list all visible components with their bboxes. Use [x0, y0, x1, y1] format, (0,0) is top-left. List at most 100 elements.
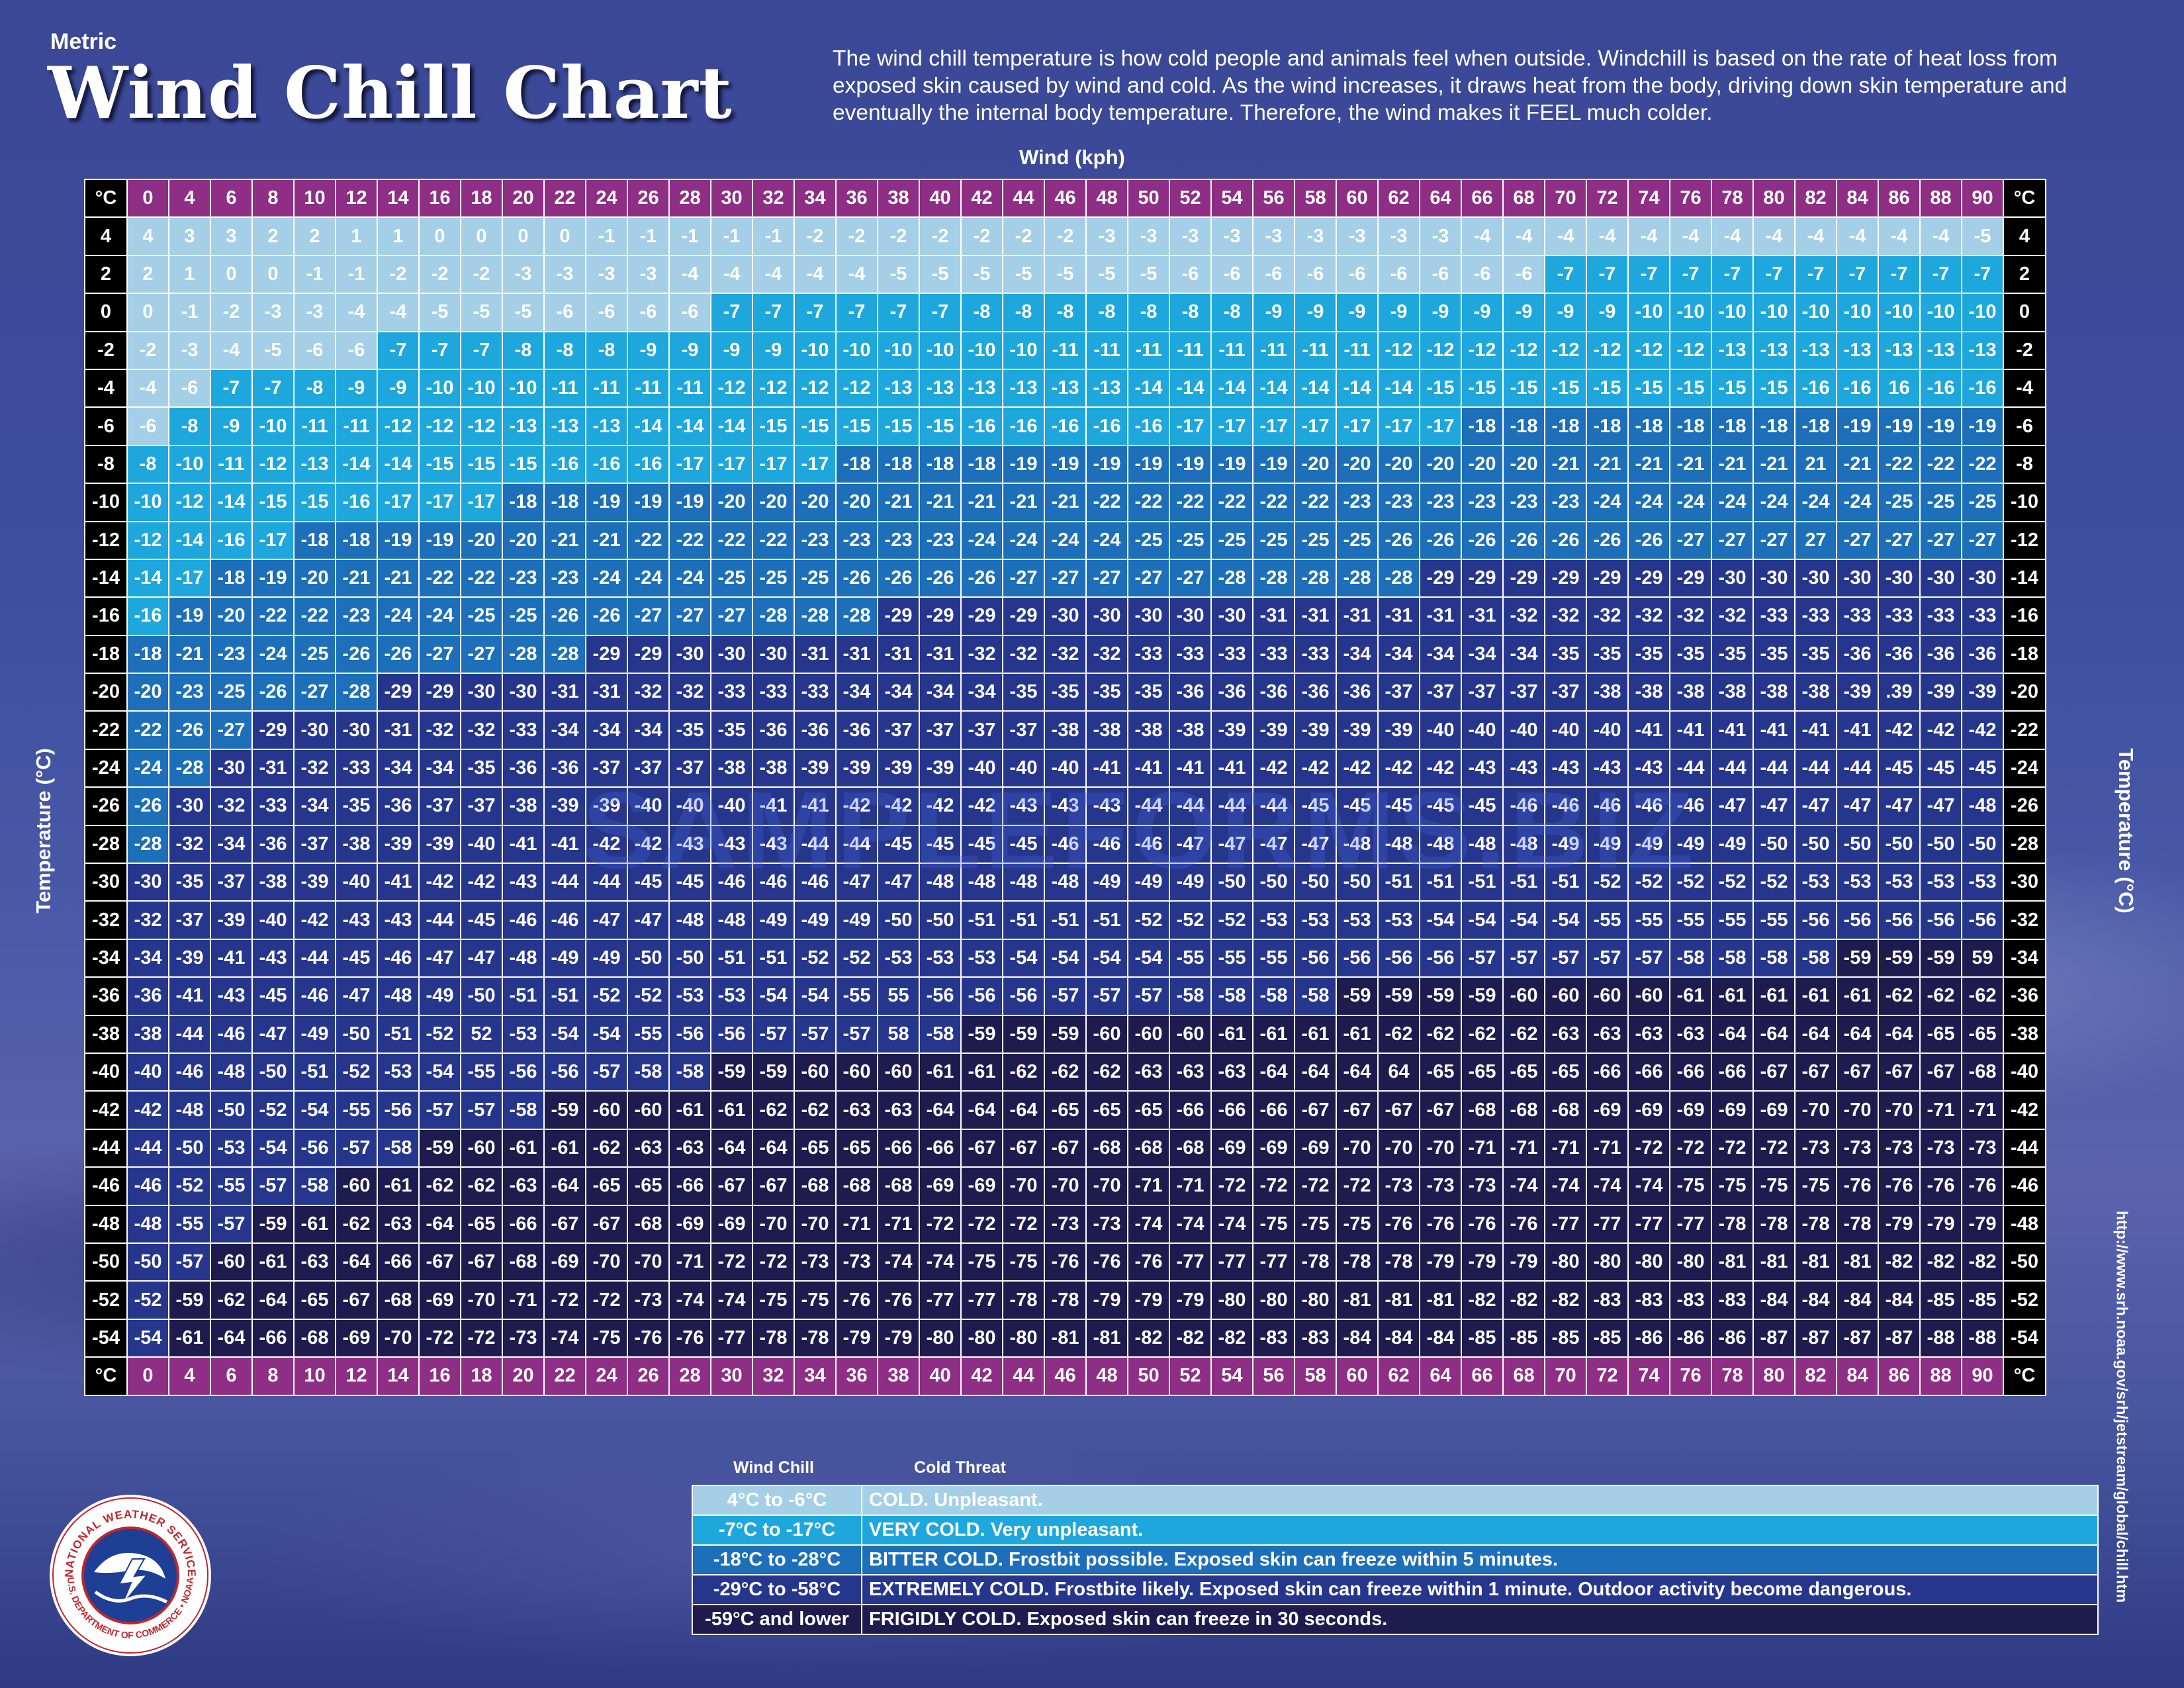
wind-chill-cell: -82	[1961, 1242, 2004, 1282]
wind-chill-cell: -78	[1002, 1280, 1045, 1320]
wind-chill-cell: -80	[919, 1318, 962, 1358]
wind-chill-cell: -57	[1085, 976, 1128, 1016]
wind-chill-cell: -51	[543, 976, 586, 1016]
wind-chill-cell: -38	[251, 863, 295, 902]
wind-chill-cell: -42	[460, 863, 503, 902]
wind-chill-cell: -13	[1044, 368, 1087, 408]
wind-chill-cell: -73	[1794, 1128, 1837, 1168]
wind-chill-cell: -35	[1794, 634, 1837, 675]
wind-chill-cell: -33	[1961, 596, 2004, 636]
wind-chill-cell: -59	[1878, 938, 1921, 978]
wind-chill-cell: -11	[668, 368, 711, 408]
wind-chill-cell: -72	[1294, 1166, 1337, 1206]
wind-chill-cell: -24	[1669, 483, 1712, 522]
wind-chill-cell: -60	[585, 1090, 628, 1130]
wind-chill-cell: -13	[585, 406, 628, 446]
wind-chill-cell: -11	[585, 368, 628, 408]
table-row: -44 -44 -50 -53 -54 -56 -57 -58 -59 -60 -61 -61 -62-…	[84, 1128, 2046, 1168]
wind-chill-cell: -26	[1502, 520, 1545, 560]
wind-chill-cell: -63	[668, 1128, 711, 1168]
wind-chill-cell: -54	[1461, 900, 1504, 940]
wind-chill-cell: -36	[1336, 673, 1379, 712]
wind-chill-cell: -43	[752, 824, 795, 865]
wind-chill-cell: -8	[1085, 293, 1128, 332]
wind-header-cell: 68	[1502, 1356, 1545, 1396]
wind-header-cell: 0	[126, 178, 169, 218]
wind-chill-cell: -12	[794, 368, 837, 408]
wind-chill-cell: -60	[460, 1128, 503, 1168]
wind-chill-cell: -23	[1461, 483, 1504, 522]
wind-chill-cell: -38	[1752, 673, 1796, 712]
table-row: -52 -52 -59 -62 -64 -65 -67 -68 -69 -70 -71 -72 -72-…	[84, 1280, 2046, 1320]
wind-chill-cell: -42	[126, 1090, 169, 1130]
wind-chill-cell: -26	[1377, 520, 1420, 560]
table-row: -42 -42 -48 -50 -52 -54 -55 -56 -57 -57 -58 -59 -60-…	[84, 1090, 2046, 1130]
wind-chill-cell: -56	[377, 1090, 420, 1130]
metric-label: Metric	[50, 29, 117, 54]
wind-chill-cell: -59	[1002, 1014, 1045, 1054]
wind-chill-cell: -27	[1711, 520, 1754, 560]
wind-chill-cell: -56	[1836, 900, 1879, 940]
wind-chill-cell: -61	[1711, 976, 1754, 1016]
wind-chill-cell: -31	[1377, 596, 1420, 636]
wind-chill-cell: -57	[335, 1128, 378, 1168]
wind-chill-cell: -76	[835, 1280, 878, 1320]
wind-chill-cell: -31	[1461, 596, 1504, 636]
wind-chill-cell: -42	[418, 863, 461, 902]
wind-chill-cell: -22	[1252, 483, 1295, 522]
wind-chill-cell: -39	[1252, 710, 1295, 750]
wind-chill-cell: -10	[1669, 293, 1712, 332]
wind-chill-cell: -6	[668, 293, 711, 332]
wind-chill-cell: -20	[1336, 444, 1379, 485]
wind-chill-cell: -79	[1919, 1204, 1962, 1244]
wind-chill-cell: -73	[627, 1280, 670, 1320]
table-row: -2 -2 -3 -4 -5 -6 -6 -7 -7 -7 -8 -8 -8 -9 -9 -9 -9 -10 -10…	[84, 330, 2046, 370]
wind-chill-cell: -76	[1419, 1204, 1462, 1244]
wind-chill-cell: -17	[710, 444, 753, 485]
wind-chill-cell: -38	[126, 1014, 169, 1054]
wind-chill-cell: -7	[1919, 254, 1962, 295]
wind-chill-cell: -68	[835, 1166, 878, 1206]
wind-chill-cell: -60	[1627, 976, 1670, 1016]
wind-chill-cell: -59	[168, 1280, 211, 1320]
wind-chill-cell: -37	[1419, 673, 1462, 712]
wind-chill-cell: -56	[1294, 938, 1337, 978]
wind-chill-cell: -2	[377, 254, 420, 295]
wind-chill-cell: -18	[1711, 406, 1754, 446]
wind-header-cell: 38	[877, 1356, 920, 1396]
legend-row: 4°C to -6°C COLD. Unpleasant.	[692, 1485, 2099, 1516]
wind-chill-cell: -15	[919, 406, 962, 446]
wind-chill-cell: -43	[1544, 748, 1587, 788]
wind-chill-cell: -66	[502, 1204, 545, 1244]
wind-chill-cell: -80	[1586, 1242, 1629, 1282]
wind-chill-cell: -48	[960, 863, 1003, 902]
wind-chill-cell: -12	[168, 483, 211, 522]
wind-chill-cell: -44	[1711, 748, 1754, 788]
wind-chill-cell: -36	[543, 748, 586, 788]
wind-chill-cell: -14	[668, 406, 711, 446]
wind-chill-cell: -47	[1711, 786, 1754, 826]
wind-chill-cell: -84	[1794, 1280, 1837, 1320]
wind-chill-cell: -58	[1210, 976, 1253, 1016]
wind-chill-cell: -27	[460, 634, 503, 675]
wind-header-cell: 24	[585, 178, 628, 218]
wind-chill-cell: -69	[335, 1318, 378, 1358]
wind-header-cell: 54	[1210, 178, 1253, 218]
wind-chill-cell: -74	[1544, 1166, 1587, 1206]
wind-chill-cell: -24	[960, 520, 1003, 560]
wind-chill-cell: -17	[794, 444, 837, 485]
wind-chill-cell: -54	[126, 1318, 169, 1358]
wind-chill-cell: -14	[1252, 368, 1295, 408]
wind-header-cell: 50	[1127, 1356, 1170, 1396]
wind-chill-cell: -54	[585, 1014, 628, 1054]
wind-chill-cell: -11	[1336, 330, 1379, 370]
wind-chill-cell: -85	[1544, 1318, 1587, 1358]
wind-chill-cell: -71	[1461, 1128, 1504, 1168]
wind-chill-cell: -67	[1294, 1090, 1337, 1130]
wind-header-cell: 12	[335, 1356, 378, 1396]
temperature-row-label: -8	[84, 444, 128, 485]
wind-chill-cell: -63	[293, 1242, 336, 1282]
wind-chill-cell: 0	[502, 216, 545, 256]
wind-chill-cell: -12	[1544, 330, 1587, 370]
wind-chill-cell: -68	[877, 1166, 920, 1206]
